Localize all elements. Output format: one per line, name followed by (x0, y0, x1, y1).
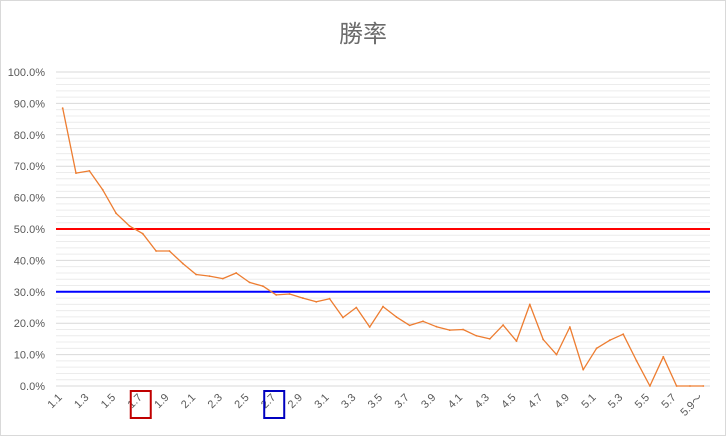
data-point (675, 385, 678, 387)
chart-title: 勝率 (339, 20, 387, 48)
data-point (702, 385, 705, 387)
x-tick-label: 5.3 (606, 392, 625, 411)
x-tick-label: 2.9 (286, 392, 305, 411)
data-point (515, 340, 518, 342)
data-point (342, 316, 344, 319)
data-point (608, 339, 611, 342)
x-tick-label: 3.5 (366, 392, 385, 411)
x-tick-label: 2.5 (232, 392, 251, 411)
y-tick-label: 30.0% (14, 287, 45, 299)
data-point (61, 107, 64, 110)
x-tick-label: 3.7 (393, 392, 412, 411)
data-point (622, 333, 625, 336)
x-tick-label: 1.1 (45, 392, 64, 411)
data-point (635, 359, 638, 362)
data-point (395, 316, 398, 318)
x-tick-label: 4.9 (553, 392, 572, 411)
data-point (88, 170, 91, 172)
data-point (181, 262, 184, 265)
x-tick-label: 4.3 (473, 392, 492, 411)
data-point (75, 172, 77, 175)
y-tick-label: 0.0% (20, 381, 45, 393)
data-point (382, 305, 384, 308)
x-tick-label: 2.3 (206, 392, 225, 411)
data-point (128, 224, 131, 227)
data-point (141, 232, 144, 235)
data-point (488, 338, 491, 340)
data-point (475, 334, 478, 337)
x-tick-label: 2.7 (259, 392, 278, 411)
data-point (555, 353, 558, 356)
data-point (368, 326, 371, 328)
data-point (208, 275, 211, 277)
data-point (355, 306, 358, 309)
x-tick-label: 1.3 (72, 392, 91, 411)
x-tick-label: 2.1 (179, 392, 198, 411)
data-point (235, 272, 238, 274)
y-tick-label: 60.0% (14, 193, 45, 205)
highlight-box (263, 390, 286, 419)
x-tick-label: 3.1 (312, 392, 331, 411)
data-point (168, 250, 171, 252)
data-point (275, 294, 278, 296)
data-point (502, 324, 505, 326)
data-point (582, 368, 585, 371)
x-tick-label: 4.5 (499, 392, 518, 411)
data-point (448, 329, 451, 332)
y-tick-label: 40.0% (14, 255, 45, 267)
x-tick-label: 5.9～ (678, 392, 705, 419)
x-tick-label: 1.7 (126, 392, 145, 411)
x-tick-label: 1.5 (99, 392, 118, 411)
data-point (649, 385, 651, 387)
x-tick-label: 3.9 (419, 392, 438, 411)
x-tick-label: 4.1 (446, 392, 465, 411)
data-point (288, 293, 291, 295)
y-tick-label: 90.0% (14, 98, 45, 110)
data-point (408, 324, 411, 327)
data-point (662, 355, 665, 358)
data-point (422, 320, 424, 323)
data-point (315, 300, 318, 303)
data-point (221, 277, 224, 280)
x-tick-label: 5.1 (579, 392, 598, 411)
y-tick-label: 10.0% (14, 350, 45, 362)
y-tick-label: 20.0% (14, 318, 45, 330)
data-point (261, 285, 264, 288)
data-point (595, 347, 598, 350)
data-point (462, 328, 464, 331)
data-point (302, 297, 304, 299)
data-point (195, 273, 198, 276)
highlight-box (129, 390, 152, 419)
data-point (155, 250, 158, 252)
x-tick-label: 5.7 (659, 392, 678, 411)
data-point (568, 326, 571, 328)
data-point (328, 297, 331, 300)
series-line (62, 107, 704, 387)
y-tick-label: 70.0% (14, 161, 45, 173)
y-tick-label: 80.0% (14, 130, 45, 142)
data-point (435, 325, 438, 328)
data-point (101, 188, 104, 191)
data-point (542, 338, 545, 341)
data-point (248, 281, 251, 284)
y-tick-label: 50.0% (14, 224, 45, 236)
x-tick-label: 1.9 (152, 392, 171, 411)
x-tick-label: 4.7 (526, 392, 545, 411)
data-point (689, 385, 691, 387)
y-tick-label: 100.0% (8, 67, 46, 79)
data-point (115, 212, 117, 215)
data-point (528, 303, 531, 306)
x-tick-label: 5.5 (633, 392, 652, 411)
x-tick-label: 3.3 (339, 392, 358, 411)
